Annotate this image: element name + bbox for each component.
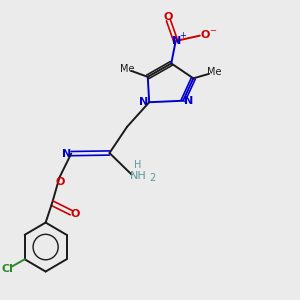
Text: Me: Me — [121, 64, 135, 74]
Text: 2: 2 — [150, 173, 156, 183]
Text: O: O — [164, 11, 173, 22]
Text: Me: Me — [207, 68, 221, 77]
Text: N: N — [184, 96, 193, 106]
Text: +: + — [180, 31, 187, 40]
Text: O: O — [71, 209, 80, 219]
Text: O: O — [56, 177, 65, 187]
Text: O: O — [200, 30, 210, 40]
Text: N: N — [62, 148, 71, 159]
Text: Cl: Cl — [1, 264, 13, 274]
Text: N: N — [172, 36, 181, 46]
Text: N: N — [139, 97, 148, 107]
Text: H: H — [134, 160, 142, 170]
Text: NH: NH — [130, 171, 146, 181]
Text: −: − — [209, 26, 216, 35]
